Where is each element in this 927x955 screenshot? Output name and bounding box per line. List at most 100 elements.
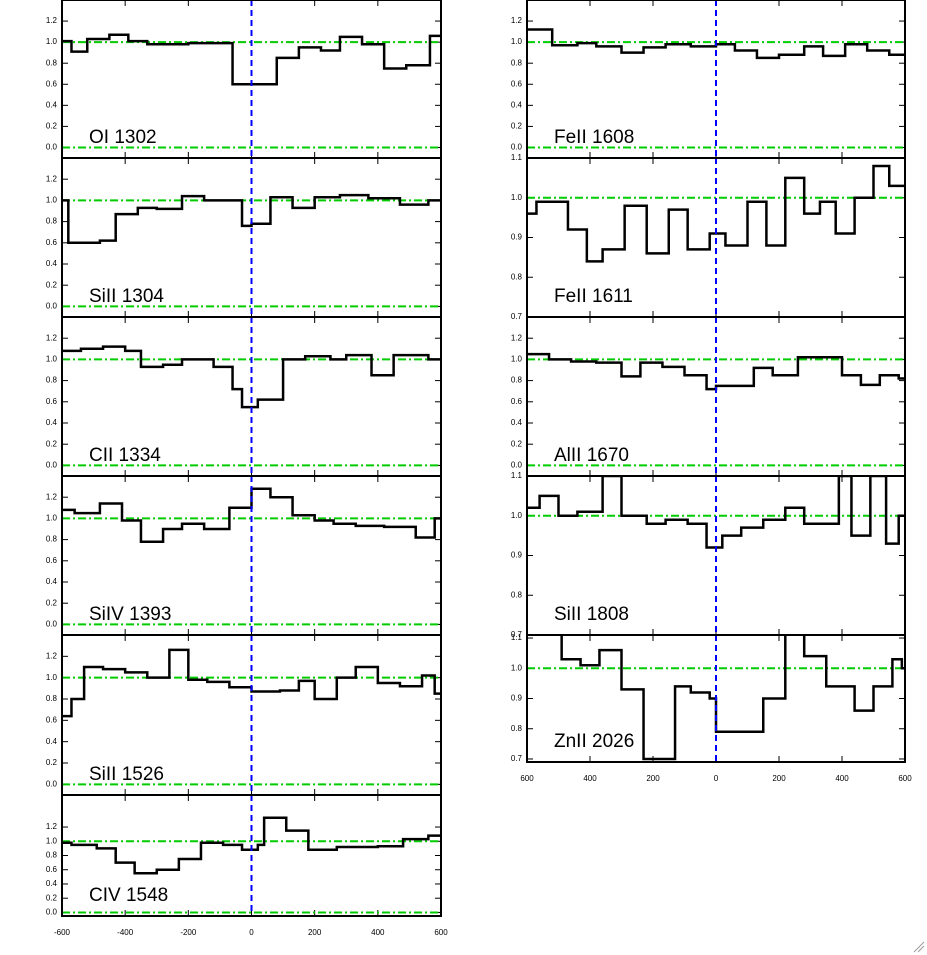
panel-label: FeII 1608 <box>554 127 634 148</box>
x-tick-label: 200 <box>646 774 660 783</box>
x-tick-label: 400 <box>835 774 849 783</box>
panel: 0.0 0.2 0.4 0.6 0.8 1.0 1.2 AlII 1670 <box>511 316 906 477</box>
flux-profile <box>62 816 441 875</box>
y-tick-label: 0.9 <box>511 233 523 242</box>
flux-profile <box>527 164 905 263</box>
x-tick-label: 400 <box>583 774 597 783</box>
y-tick-label: 1.1 <box>511 633 523 642</box>
y-tick-label: 0.4 <box>46 737 58 746</box>
flux-profile <box>62 33 441 86</box>
panel: 0.0 0.2 0.4 0.6 0.8 1.0 1.2 SiII 1304 <box>46 157 442 318</box>
y-tick-label: 0.0 <box>46 908 58 917</box>
x-tick-label: -600 <box>54 928 71 937</box>
panel: 0.0 0.2 0.4 0.6 0.8 1.0 1.2 SiIV 1393 <box>46 475 442 636</box>
flux-profile <box>527 476 905 549</box>
y-tick-label: 1.0 <box>511 193 523 202</box>
panel-label: CII 1334 <box>89 445 161 466</box>
panel: 0.0 0.2 0.4 0.6 0.8 1.0 1.2 CII 1334 <box>46 316 442 477</box>
x-tick-label: 600 <box>898 774 912 783</box>
panel-label: FeII 1611 <box>554 286 633 307</box>
y-tick-label: 1.2 <box>46 822 58 831</box>
x-tick-label: 0 <box>714 774 719 783</box>
y-tick-label: 0.6 <box>46 238 58 247</box>
y-tick-label: 0.4 <box>46 100 58 109</box>
y-tick-label: 1.2 <box>46 16 58 25</box>
y-tick-label: 0.8 <box>511 272 523 281</box>
y-tick-label: 0.0 <box>511 143 523 152</box>
y-tick-label: 1.2 <box>46 174 58 183</box>
x-tick-label: -400 <box>117 928 134 937</box>
y-tick-label: 0.8 <box>46 376 58 385</box>
panel-frame <box>526 634 906 763</box>
y-tick-label: 0.0 <box>511 461 523 470</box>
y-tick-label: 0.4 <box>511 418 523 427</box>
y-tick-label: 1.0 <box>511 511 523 520</box>
y-tick-label: 0.7 <box>511 312 523 321</box>
y-tick-label: 0.8 <box>46 217 58 226</box>
y-tick-label: 1.0 <box>46 836 58 845</box>
grip-line <box>917 945 925 953</box>
y-tick-label: 0.2 <box>46 280 58 289</box>
y-tick-label: 0.6 <box>511 397 523 406</box>
y-tick-label: 1.1 <box>511 471 523 480</box>
panel: 0.7 0.8 0.9 1.0 1.1 600 400 200 0 200 400 600 ZnII 2… <box>511 633 912 783</box>
y-tick-label: 0.6 <box>511 79 523 88</box>
y-tick-label: 0.8 <box>511 58 523 67</box>
panel-label: ZnII 2026 <box>554 731 634 752</box>
y-tick-label: 1.0 <box>46 514 58 523</box>
x-tick-label: 0 <box>249 928 254 937</box>
y-tick-label: 0.8 <box>46 851 58 860</box>
y-tick-label: 1.0 <box>511 663 523 672</box>
y-tick-label: 0.8 <box>46 58 58 67</box>
x-tick-label: 200 <box>308 928 322 937</box>
y-tick-label: 0.4 <box>46 418 58 427</box>
panel: 0.0 0.2 0.4 0.6 0.8 1.0 1.2 -600 -400 -200 0 200 400… <box>46 794 448 937</box>
panel-label: OI 1302 <box>89 127 157 148</box>
y-tick-label: 0.8 <box>46 694 58 703</box>
y-tick-label: 1.2 <box>511 16 523 25</box>
flux-profile <box>62 345 441 409</box>
panel-label: SiII 1304 <box>89 286 164 307</box>
y-tick-label: 0.2 <box>511 122 523 131</box>
panel-label: SiII 1808 <box>554 604 629 625</box>
y-tick-label: 0.8 <box>511 376 523 385</box>
y-tick-label: 1.2 <box>46 333 58 342</box>
x-tick-label: 200 <box>772 774 786 783</box>
y-tick-label: 1.0 <box>46 673 58 682</box>
panel: 0.0 0.2 0.4 0.6 0.8 1.0 1.2 FeII 1608 <box>511 0 906 159</box>
x-tick-label: 400 <box>371 928 385 937</box>
y-tick-label: 1.0 <box>511 355 523 364</box>
y-tick-label: 0.2 <box>46 439 58 448</box>
y-tick-label: 0.2 <box>511 439 523 448</box>
y-tick-label: 1.0 <box>46 355 58 364</box>
y-tick-label: 1.2 <box>46 651 58 660</box>
y-tick-label: 0.2 <box>46 598 58 607</box>
y-tick-label: 1.2 <box>46 492 58 501</box>
y-tick-label: 0.2 <box>46 122 58 131</box>
y-tick-label: 1.0 <box>511 37 523 46</box>
y-tick-label: 0.4 <box>46 879 58 888</box>
y-tick-label: 0.0 <box>46 302 58 311</box>
panel-label: SiIV 1393 <box>89 604 171 625</box>
panel-label: AlII 1670 <box>554 445 629 466</box>
y-tick-label: 0.4 <box>46 577 58 586</box>
y-tick-label: 0.0 <box>46 461 58 470</box>
y-tick-label: 0.6 <box>46 397 58 406</box>
y-tick-label: 0.0 <box>46 620 58 629</box>
y-tick-label: 0.8 <box>46 535 58 544</box>
y-tick-label: 0.6 <box>46 865 58 874</box>
panel: 0.7 0.8 0.9 1.0 1.1 FeII 1611 <box>511 153 906 321</box>
x-tick-label: 600 <box>434 928 448 937</box>
y-tick-label: 0.2 <box>46 893 58 902</box>
y-tick-label: 0.7 <box>511 754 523 763</box>
y-tick-label: 1.0 <box>46 196 58 205</box>
flux-profile <box>62 193 441 245</box>
y-tick-label: 0.4 <box>46 259 58 268</box>
y-tick-label: 0.0 <box>46 779 58 788</box>
panel-frame <box>61 794 442 917</box>
resize-grip <box>913 941 925 953</box>
x-tick-label: 600 <box>520 774 534 783</box>
y-tick-label: 0.2 <box>46 758 58 767</box>
panel: 0.0 0.2 0.4 0.6 0.8 1.0 1.2 SiII 1526 <box>46 634 442 796</box>
